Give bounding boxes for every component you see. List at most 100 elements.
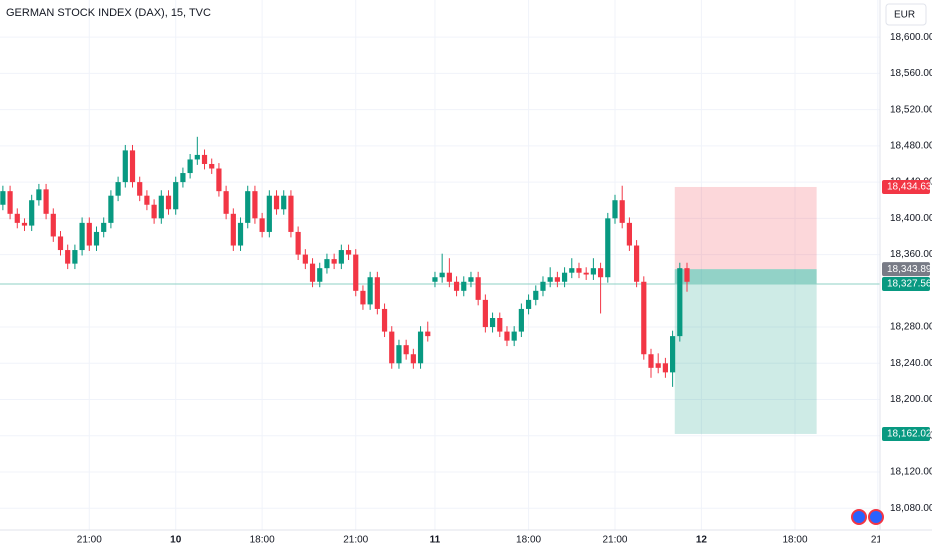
- candle-body: [453, 281, 460, 291]
- candle-body: [410, 354, 416, 364]
- y-tick-label: 18,120.00: [890, 467, 932, 478]
- candle-body: [122, 150, 128, 183]
- price-tag-label: 18,162.02: [887, 429, 932, 440]
- x-tick-label: 18:00: [516, 535, 541, 546]
- candle-body: [533, 290, 539, 300]
- x-tick-label: 10: [170, 535, 182, 546]
- candle-body: [439, 272, 445, 278]
- candle-body: [65, 250, 71, 264]
- candle-body: [482, 299, 488, 328]
- candle-body: [684, 268, 690, 282]
- candle-body: [57, 236, 64, 251]
- price-tag-label: 18,327.56: [887, 279, 932, 290]
- y-tick-label: 18,080.00: [890, 503, 932, 514]
- price-axis: 18,080.0018,120.0018,160.0018,200.0018,2…: [882, 32, 932, 514]
- candle-body: [353, 254, 359, 291]
- candle-body: [417, 331, 424, 364]
- event-icon[interactable]: [868, 509, 884, 525]
- candle-body: [554, 277, 560, 282]
- y-tick-label: 18,360.00: [890, 249, 932, 260]
- candle-body: [295, 231, 301, 255]
- price-tag-label: 18,434.63: [887, 182, 932, 193]
- candle-body: [93, 231, 100, 246]
- candle-body: [86, 222, 92, 246]
- candle-body: [446, 272, 452, 282]
- candle-body: [180, 173, 186, 183]
- candle-body: [317, 268, 323, 282]
- y-tick-label: 18,600.00: [890, 32, 932, 43]
- position-tool[interactable]: [0, 186, 880, 434]
- y-tick-label: 18,200.00: [890, 394, 932, 405]
- candle-body: [245, 191, 251, 223]
- candle-body: [576, 268, 582, 273]
- candle-body: [648, 354, 654, 368]
- currency-label: EUR: [894, 10, 915, 21]
- candle-body: [29, 200, 35, 226]
- candle-body: [511, 331, 517, 341]
- target-zone: [674, 269, 817, 434]
- x-tick-label: 21:00: [77, 535, 102, 546]
- candle-body: [540, 281, 546, 291]
- time-axis: 21:00 10 18:00 21:00 11 18:00 21:00 12 18:00 21:: [77, 535, 885, 546]
- candle-body: [432, 277, 438, 282]
- candle-body: [72, 250, 78, 264]
- price-tag: [882, 276, 930, 291]
- currency-button[interactable]: [885, 3, 927, 26]
- y-tick-label: 18,480.00: [890, 141, 932, 152]
- price-tag-label: 18,343.89: [887, 264, 932, 275]
- candle-body: [137, 182, 143, 196]
- candle-body: [677, 268, 683, 337]
- candle-body: [151, 204, 157, 219]
- candle-body: [173, 182, 179, 210]
- candle-body: [389, 331, 395, 364]
- candle-body: [281, 195, 287, 210]
- candle-body: [266, 195, 272, 232]
- candle-body: [662, 363, 669, 373]
- candle-body: [101, 222, 107, 232]
- candle-body: [468, 277, 474, 282]
- candle-body: [259, 218, 265, 232]
- candle-body: [641, 281, 647, 355]
- candle-body: [194, 154, 200, 160]
- candle-body: [36, 189, 42, 201]
- candle-body: [633, 245, 640, 282]
- price-tag: [882, 426, 930, 441]
- candle-body: [403, 345, 409, 355]
- candle-body: [309, 263, 316, 282]
- candle-body: [108, 195, 114, 223]
- candle-body: [489, 318, 496, 328]
- price-tag: [882, 179, 930, 194]
- stop-zone: [674, 186, 817, 270]
- candle-body: [50, 213, 56, 237]
- candle-body: [561, 272, 568, 282]
- candle-body: [209, 163, 215, 169]
- candle-body: [396, 345, 402, 364]
- candle-body: [367, 277, 373, 305]
- candle-body: [201, 154, 208, 164]
- candle-body: [497, 318, 503, 332]
- candle-body: [7, 191, 13, 214]
- candle-body: [129, 150, 136, 183]
- grid: [0, 0, 880, 530]
- candle-body: [237, 222, 244, 246]
- x-tick-label: 11: [430, 535, 441, 546]
- candle-body: [670, 336, 676, 373]
- y-tick-label: 18,560.00: [890, 68, 932, 79]
- candle-body: [381, 308, 388, 332]
- y-tick-label: 18,520.00: [890, 104, 932, 115]
- x-tick-label: 21:: [871, 535, 885, 546]
- candle-body: [0, 191, 6, 205]
- candle-body: [43, 189, 49, 214]
- candle-body: [374, 277, 380, 309]
- candle-body: [230, 213, 236, 246]
- candle-body: [115, 182, 121, 196]
- candle-body: [583, 272, 589, 275]
- candle-body: [655, 363, 661, 368]
- event-icon[interactable]: [851, 509, 867, 525]
- candle-body: [612, 200, 618, 219]
- candle-body: [324, 259, 330, 269]
- candle-body: [461, 281, 467, 291]
- candle-body: [273, 195, 280, 210]
- x-tick-label: 12: [696, 535, 708, 546]
